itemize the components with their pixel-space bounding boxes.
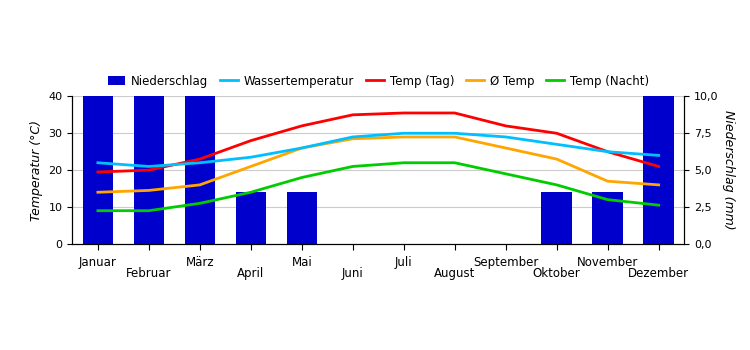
Y-axis label: Temperatur (°C): Temperatur (°C)	[30, 120, 43, 220]
Text: Dezember: Dezember	[628, 267, 689, 280]
Text: November: November	[577, 256, 638, 269]
Bar	[286, 192, 317, 244]
Bar	[184, 67, 215, 244]
Bar	[82, 8, 113, 244]
Bar	[134, 0, 164, 244]
Text: April: April	[237, 267, 265, 280]
Text: Juni: Juni	[342, 267, 364, 280]
Text: August: August	[434, 267, 476, 280]
Bar	[236, 192, 266, 244]
Text: Januar: Januar	[79, 256, 117, 269]
Legend: Niederschlag, Wassertemperatur, Temp (Tag), Ø Temp, Temp (Nacht): Niederschlag, Wassertemperatur, Temp (Ta…	[103, 70, 653, 92]
Bar	[592, 192, 623, 244]
Bar	[542, 192, 572, 244]
Text: September: September	[473, 256, 538, 269]
Text: März: März	[185, 256, 214, 269]
Text: Februar: Februar	[126, 267, 172, 280]
Text: Mai: Mai	[292, 256, 312, 269]
Text: Juli: Juli	[395, 256, 412, 269]
Text: Oktober: Oktober	[532, 267, 580, 280]
Bar	[644, 0, 674, 244]
Y-axis label: Niederschlag (mm): Niederschlag (mm)	[722, 110, 735, 230]
